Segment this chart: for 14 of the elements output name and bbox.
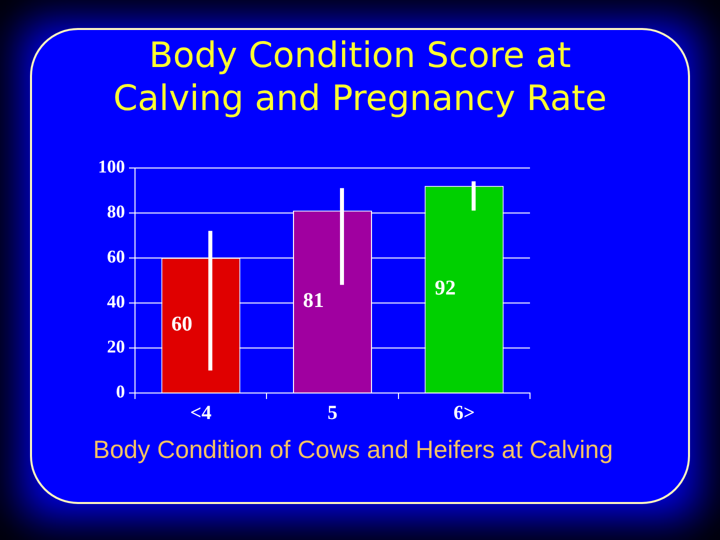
x-tick-label: <4 bbox=[190, 402, 212, 424]
y-tick-label: 40 bbox=[107, 292, 125, 312]
x-tick-label: 5 bbox=[328, 402, 338, 424]
chart-title: Body Condition Score at Calving and Pregnancy Rate bbox=[112, 35, 608, 121]
y-tick-label: 20 bbox=[107, 336, 125, 357]
y-tick-label: 0 bbox=[116, 382, 125, 402]
x-tick-label: 6> bbox=[453, 402, 475, 424]
data-label: 81 bbox=[303, 288, 324, 312]
data-label: 60 bbox=[171, 312, 192, 336]
x-axis-title: Body Condition of Cows and Heifers at Calving bbox=[92, 436, 614, 465]
y-tick-label: 80 bbox=[107, 201, 125, 222]
data-label: 92 bbox=[434, 276, 456, 300]
y-tick-label: 100 bbox=[98, 156, 125, 176]
y-tick-label: 60 bbox=[107, 246, 125, 267]
